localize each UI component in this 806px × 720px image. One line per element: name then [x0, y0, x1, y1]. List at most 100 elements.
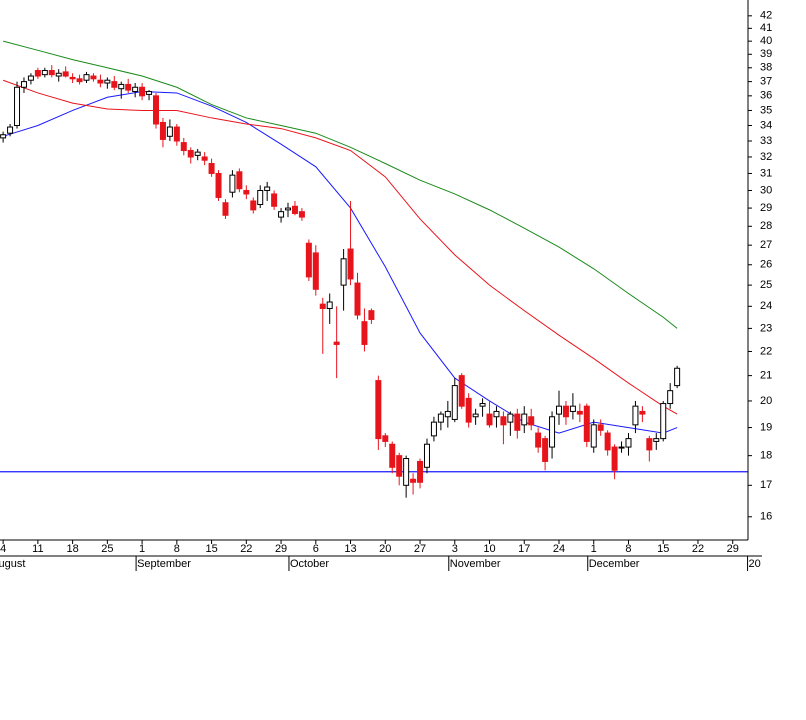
x-tick-label: 22: [692, 543, 704, 555]
candle-body: [222, 202, 229, 216]
y-tick-label: 42: [760, 10, 772, 22]
candle-body: [152, 95, 159, 125]
moving-average-line: [2, 79, 678, 415]
y-tick-label: 26: [760, 259, 772, 271]
candle-body: [333, 341, 340, 345]
candle-body: [201, 156, 208, 161]
y-tick-label: 31: [760, 167, 772, 179]
candle-body: [479, 403, 486, 407]
candle-body: [521, 413, 528, 426]
y-tick-label: 24: [760, 300, 772, 312]
candle-body: [173, 126, 180, 142]
x-tick-label: 13: [344, 543, 356, 555]
candle-body: [535, 432, 542, 448]
candle-body: [90, 75, 97, 80]
candle-body: [76, 78, 83, 83]
candle-body: [111, 81, 118, 88]
candle-body: [389, 443, 396, 468]
candle-body: [562, 405, 569, 418]
candle-body: [229, 174, 236, 193]
candle-body: [423, 443, 430, 468]
candle-body: [542, 438, 549, 462]
candle-body: [97, 79, 104, 84]
month-label: October: [290, 558, 329, 570]
candle-body: [180, 142, 187, 152]
candle-body: [472, 413, 479, 418]
x-tick-label: 25: [101, 543, 113, 555]
y-tick-label: 33: [760, 135, 772, 147]
candle-body: [278, 211, 285, 218]
candle-body: [104, 79, 111, 84]
candle-body: [319, 303, 326, 309]
candle-body: [410, 478, 417, 483]
x-tick-label: 8: [625, 543, 631, 555]
y-tick-label: 40: [760, 35, 772, 47]
x-tick-label: 29: [275, 543, 287, 555]
candle-body: [347, 248, 354, 280]
candle-body: [493, 410, 500, 418]
x-tick-label: 3: [452, 543, 458, 555]
y-tick-label: 27: [760, 239, 772, 251]
candle-body: [507, 413, 514, 423]
month-label: November: [450, 558, 501, 570]
y-tick-label: 38: [760, 62, 772, 74]
y-tick-label: 22: [760, 345, 772, 357]
candle-body: [549, 416, 556, 448]
candle-body: [27, 75, 34, 81]
candle-body: [285, 207, 292, 211]
candle-body: [264, 186, 271, 191]
candle-body: [590, 424, 597, 448]
month-label: September: [137, 558, 191, 570]
candle-body: [48, 70, 55, 76]
x-tick-label: 29: [727, 543, 739, 555]
x-tick-label: 8: [174, 543, 180, 555]
candle-body: [382, 435, 389, 442]
candle-body: [340, 258, 347, 286]
x-tick-label: 4: [0, 543, 6, 555]
y-tick-label: 28: [760, 220, 772, 232]
candle-body: [458, 375, 465, 407]
plot-area: [0, 40, 748, 498]
candle-body: [257, 189, 264, 206]
candle-body: [611, 446, 618, 471]
y-tick-label: 39: [760, 48, 772, 60]
y-tick-label: 37: [760, 76, 772, 88]
x-tick-label: 24: [553, 543, 565, 555]
candle-body: [215, 172, 222, 198]
candle-body: [305, 242, 312, 278]
candle-body: [118, 83, 125, 90]
y-tick-label: 32: [760, 151, 772, 163]
y-tick-label: 23: [760, 322, 772, 334]
candle-body: [236, 171, 243, 190]
candle-body: [625, 438, 632, 448]
candle-body: [430, 421, 437, 437]
candle-body: [159, 121, 166, 140]
candle-body: [437, 413, 444, 423]
candle-body: [660, 403, 667, 440]
candle-body: [653, 438, 660, 442]
candle-body: [604, 432, 611, 451]
candle-body: [0, 134, 7, 139]
moving-average-line: [3, 40, 678, 329]
candle-body: [62, 71, 69, 77]
candle-body: [208, 163, 215, 174]
candle-body: [583, 405, 590, 442]
candle-body: [576, 410, 583, 415]
y-tick-label: 19: [760, 421, 772, 433]
y-tick-label: 18: [760, 450, 772, 462]
month-label: 20: [749, 558, 761, 570]
candle-body: [354, 282, 361, 316]
candle-body: [250, 200, 257, 211]
candle-body: [83, 74, 90, 81]
candle-body: [632, 405, 639, 426]
candle-body: [674, 367, 681, 387]
x-tick-label: 6: [313, 543, 319, 555]
candle-body: [7, 126, 14, 134]
x-tick-label: 1: [139, 543, 145, 555]
candle-body: [125, 83, 132, 91]
y-tick-label: 35: [760, 104, 772, 116]
candle-body: [618, 446, 625, 449]
candle-body: [146, 91, 153, 95]
